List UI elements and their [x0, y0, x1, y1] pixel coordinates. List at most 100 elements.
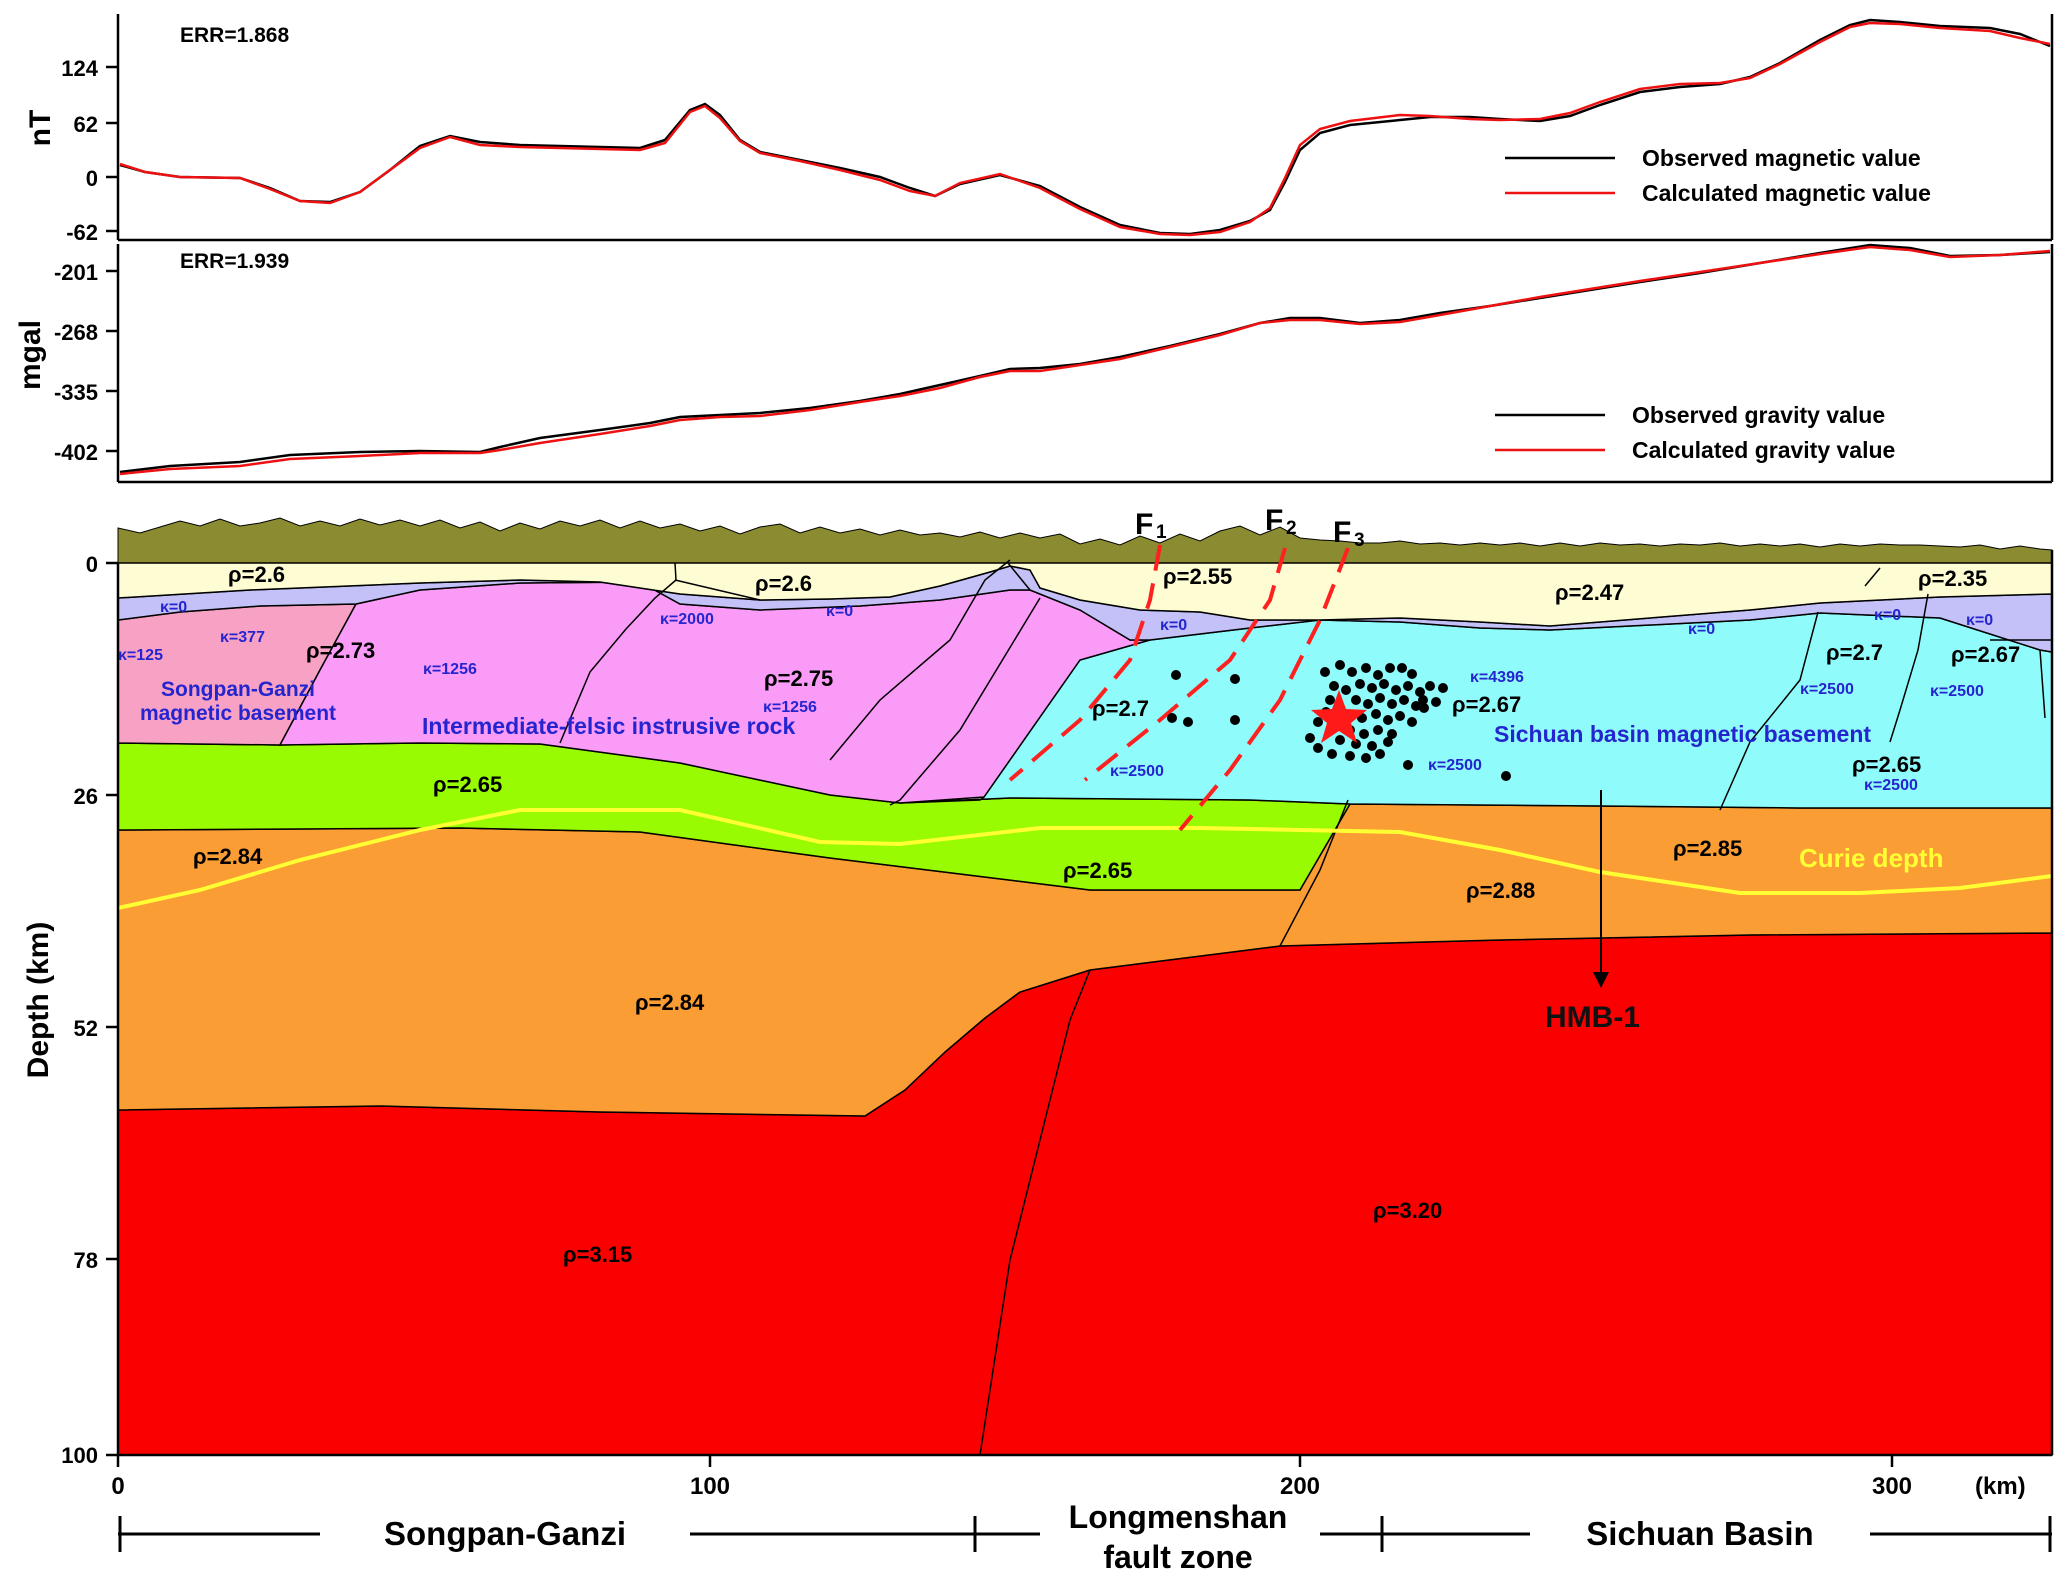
density-label: ρ=3.15 [563, 1242, 632, 1267]
svg-text:F: F [1265, 504, 1283, 537]
density-label: ρ=2.7 [1092, 696, 1149, 721]
gravity-tick-label: -201 [54, 260, 98, 285]
cross-section: 0 26 52 78 100 Depth (km) 0 100 200 300 … [22, 504, 2054, 1500]
distance-tick-label: 0 [111, 1473, 124, 1500]
magnetic-ticks [106, 65, 118, 233]
magnetic-legend-calculated: Calculated magnetic value [1642, 180, 1931, 206]
fault-lines [1008, 544, 1350, 832]
region-longmenshan-line2: fault zone [1103, 1539, 1252, 1575]
density-label: ρ=2.55 [1163, 564, 1232, 589]
gravity-ticks [106, 269, 118, 453]
kappa-label: κ=377 [220, 629, 265, 646]
mainshock-star [1311, 690, 1367, 743]
depth-ticks [106, 561, 118, 1457]
density-label: ρ=2.65 [1063, 858, 1132, 883]
songpan-basement-label-line2: magnetic basement [140, 702, 336, 725]
magnetic-tick-label: 124 [61, 56, 98, 81]
earthquake-cluster [1167, 660, 1511, 781]
calculated-magnetic-curve [119, 21, 2051, 237]
region-bar [118, 1516, 2052, 1552]
fault-f2-label: F 2 [1265, 504, 1297, 539]
gravity-panel: -201 -268 -335 -402 mgal ERR=1.939 Obser… [14, 243, 2054, 484]
kappa-labels: κ=0 κ=125 κ=377 κ=1256 κ=2000 κ=0 κ=1256… [118, 599, 1993, 794]
distance-axis-unit: (km) [1975, 1473, 2026, 1500]
svg-text:1: 1 [1156, 522, 1167, 543]
fault-f1-line [1008, 544, 1162, 782]
kappa-label: κ=2500 [1864, 777, 1918, 794]
kappa-label: κ=0 [1874, 607, 1901, 624]
magnetic-tick-label: 0 [86, 166, 98, 191]
kappa-label: κ=4396 [1470, 669, 1524, 686]
kappa-label: κ=0 [1160, 617, 1187, 634]
density-label: ρ=2.6 [228, 562, 285, 587]
fault-f2-line [1083, 547, 1287, 782]
svg-text:2: 2 [1286, 518, 1297, 539]
distance-tick-label: 100 [690, 1473, 730, 1500]
gravity-tick-label: -335 [54, 380, 98, 405]
depth-tick-label: 0 [86, 552, 98, 577]
magnetic-tick-label: -62 [66, 220, 98, 245]
gravity-legend-observed: Observed gravity value [1632, 402, 1885, 428]
fault-f3-label: F 3 [1333, 516, 1365, 551]
depth-tick-label: 100 [61, 1443, 98, 1468]
gravity-tick-label: -402 [54, 440, 98, 465]
curie-depth-label: Curie depth [1799, 843, 1943, 873]
calculated-gravity-curve [119, 245, 2051, 476]
density-label: ρ=2.85 [1673, 836, 1742, 861]
intrusive-rock-label: Intermediate-felsic instrusive rock [422, 713, 795, 739]
density-label: ρ=2.35 [1918, 566, 1987, 591]
depth-tick-label: 52 [74, 1016, 98, 1041]
sediment-layer [117, 562, 2053, 627]
region-longmenshan-line1: Longmenshan [1069, 1499, 1288, 1535]
kappa-label: κ=0 [160, 599, 187, 616]
hmb-arrow [1593, 790, 1609, 988]
topography [117, 517, 2053, 564]
kappa-label: κ=125 [118, 647, 163, 664]
sichuan-basement-label: Sichuan basin magnetic basement [1494, 721, 1871, 747]
gravity-legend-calculated: Calculated gravity value [1632, 437, 1895, 463]
block-boundaries [559, 559, 2052, 1456]
kappa-label: κ=0 [1966, 612, 1993, 629]
density-label: ρ=2.6 [755, 571, 812, 596]
density-labels: ρ=2.6 ρ=2.6 ρ=2.55 ρ=2.47 ρ=2.35 ρ=2.73 … [193, 562, 2020, 1267]
magnetic-legend: Observed magnetic value Calculated magne… [1505, 145, 1931, 206]
density-label: ρ=2.47 [1555, 580, 1624, 605]
magnetic-legend-observed: Observed magnetic value [1642, 145, 1921, 171]
curie-depth-line [117, 808, 2053, 910]
kappa-label: κ=0 [826, 603, 853, 620]
distance-tick-label: 300 [1872, 1473, 1912, 1500]
svg-text:F: F [1333, 516, 1351, 549]
svg-text:F: F [1135, 508, 1153, 541]
kappa-label: κ=2000 [660, 611, 714, 628]
distance-tick-label: 200 [1280, 1473, 1320, 1500]
density-label: ρ=2.73 [306, 638, 375, 663]
magnetic-tick-label: 62 [74, 112, 98, 137]
density-label: ρ=2.84 [193, 844, 263, 869]
gravity-tick-label: -268 [54, 320, 98, 345]
density-label: ρ=2.67 [1452, 692, 1521, 717]
magnetic-err-label: ERR=1.868 [180, 24, 289, 47]
songpan-basement-label-line1: Songpan-Ganzi [161, 678, 315, 701]
kappa-label: κ=0 [1688, 621, 1715, 638]
fault-f3-line [1178, 547, 1350, 832]
kappa-label: κ=2500 [1930, 683, 1984, 700]
gravity-legend: Observed gravity value Calculated gravit… [1495, 402, 1895, 463]
depth-tick-label: 26 [74, 784, 98, 809]
density-label: ρ=2.67 [1951, 642, 2020, 667]
kappa-label: κ=2500 [1110, 763, 1164, 780]
density-label: ρ=2.65 [433, 772, 502, 797]
svg-text:3: 3 [1354, 530, 1365, 551]
unit-labels: Songpan-Ganzi magnetic basement Intermed… [140, 678, 1871, 747]
gravity-err-label: ERR=1.939 [180, 250, 289, 273]
region-songpan-ganzi: Songpan-Ganzi [384, 1515, 626, 1552]
kappa-label: κ=2500 [1428, 757, 1482, 774]
distance-ticks [116, 1455, 1894, 1467]
depth-tick-label: 78 [74, 1248, 98, 1273]
depth-axis-label: Depth (km) [22, 922, 55, 1079]
region-sichuan-basin: Sichuan Basin [1586, 1515, 1813, 1552]
magnetic-panel: 124 62 0 -62 nT ERR=1.868 Observed magne… [24, 14, 2054, 245]
density-label: ρ=2.65 [1852, 752, 1921, 777]
gravity-axis-unit: mgal [14, 320, 47, 390]
density-label: ρ=2.7 [1826, 640, 1883, 665]
